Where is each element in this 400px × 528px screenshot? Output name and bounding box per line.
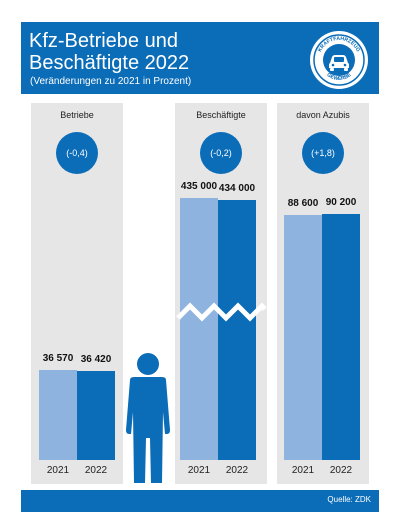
title-line-1: Kfz-Betriebe und [29,30,178,52]
bar-azubis-2021 [284,215,322,460]
footer-band [21,490,379,512]
panel-label-beschaeftigte: Beschäftigte [196,110,246,120]
value-label-betriebe-2022: 36 420 [80,353,112,365]
panel-label-betriebe: Betriebe [60,110,94,120]
change-badge-azubis: (+1,8) [302,132,344,174]
value-label-beschaeftigte-2021: 435 000 [180,181,218,192]
logo-bottom-text: GEWERBE [325,72,352,82]
year-label-beschaeftigte-2021: 2021 [187,465,211,476]
panel-label-azubis: davon Azubis [296,110,350,120]
value-label-beschaeftigte-2022: 434 000 [218,182,256,194]
svg-text:GEWERBE: GEWERBE [325,72,352,82]
value-label-azubis-2022: 90 200 [325,197,357,208]
bar-betriebe-2021 [39,370,77,460]
bar-betriebe-2022 [77,370,115,460]
bar-beschaeftigte-2021 [180,198,218,460]
bar-beschaeftigte-2022 [218,199,256,460]
chart-title: Kfz-Betriebe und Beschäftigte 2022 [29,30,299,74]
value-label-azubis-2021: 88 600 [287,198,319,209]
year-label-azubis-2022: 2022 [329,465,353,476]
change-badge-betriebe: (-0,4) [56,132,98,174]
year-label-beschaeftigte-2022: 2022 [225,465,249,476]
title-line-2: Beschäftigte 2022 [29,52,190,74]
year-label-betriebe-2021: 2021 [46,465,70,476]
kfz-gewerbe-logo: KRAFTFAHRZEUG GEWERBE [310,31,368,89]
year-label-betriebe-2022: 2022 [84,465,108,476]
bar-azubis-2022 [322,214,360,460]
year-label-azubis-2021: 2021 [291,465,315,476]
source-note: Quelle: ZDK [327,495,371,504]
value-label-betriebe-2021: 36 570 [42,353,74,365]
chart-subtitle: (Veränderungen zu 2021 in Prozent) [30,76,192,87]
person-icon [126,353,170,483]
change-badge-beschaeftigte: (-0,2) [200,132,242,174]
